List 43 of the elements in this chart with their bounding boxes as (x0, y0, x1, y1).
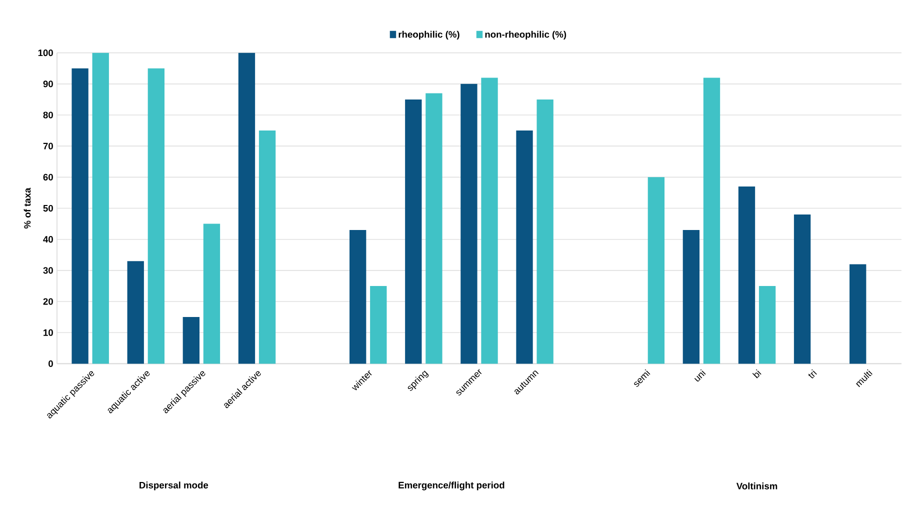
bar (703, 78, 720, 364)
bar (460, 84, 478, 364)
bar (794, 214, 811, 364)
y-tick-label: 90 (43, 80, 53, 88)
bar (148, 68, 164, 364)
bar (370, 286, 387, 364)
legend-label: rheophilic (%) (398, 30, 460, 40)
bar (350, 230, 366, 364)
bar (536, 99, 554, 364)
bar (258, 130, 276, 364)
y-tick-label: 40 (43, 236, 53, 243)
y-tick-label: 30 (43, 267, 53, 274)
bar (682, 230, 700, 364)
y-tick-label: 50 (43, 204, 53, 212)
text: Dispersal mode (140, 482, 208, 490)
bar (182, 317, 200, 364)
y-tick-label: 10 (44, 329, 53, 336)
y-tick-label: 0 (48, 360, 53, 367)
x-tick-label: tri (808, 369, 817, 378)
bar (203, 224, 220, 364)
y-tick-label: 100 (38, 49, 53, 56)
bar (738, 186, 756, 364)
y-tick-label: 60 (43, 174, 53, 180)
bar (92, 52, 109, 364)
bar (758, 286, 776, 364)
bar (238, 52, 256, 364)
bar (127, 261, 144, 364)
y-tick-label: 20 (43, 298, 53, 305)
bar (72, 68, 88, 364)
text: Emergence/flight period (398, 482, 504, 490)
bar (648, 177, 665, 364)
y-tick-label: 70 (43, 142, 53, 150)
text: Voltinism (736, 482, 778, 490)
bar (481, 78, 498, 364)
legend-label: non-rheophilic (%) (485, 30, 566, 40)
bar (405, 99, 422, 364)
bar (516, 130, 533, 364)
x-tick-label: uni (694, 369, 706, 382)
bar (426, 93, 442, 364)
x-tick-label: bi (752, 369, 762, 378)
bar (850, 264, 866, 364)
y-axis-title: % of taxa (24, 188, 31, 228)
y-tick-label: 80 (43, 112, 53, 118)
